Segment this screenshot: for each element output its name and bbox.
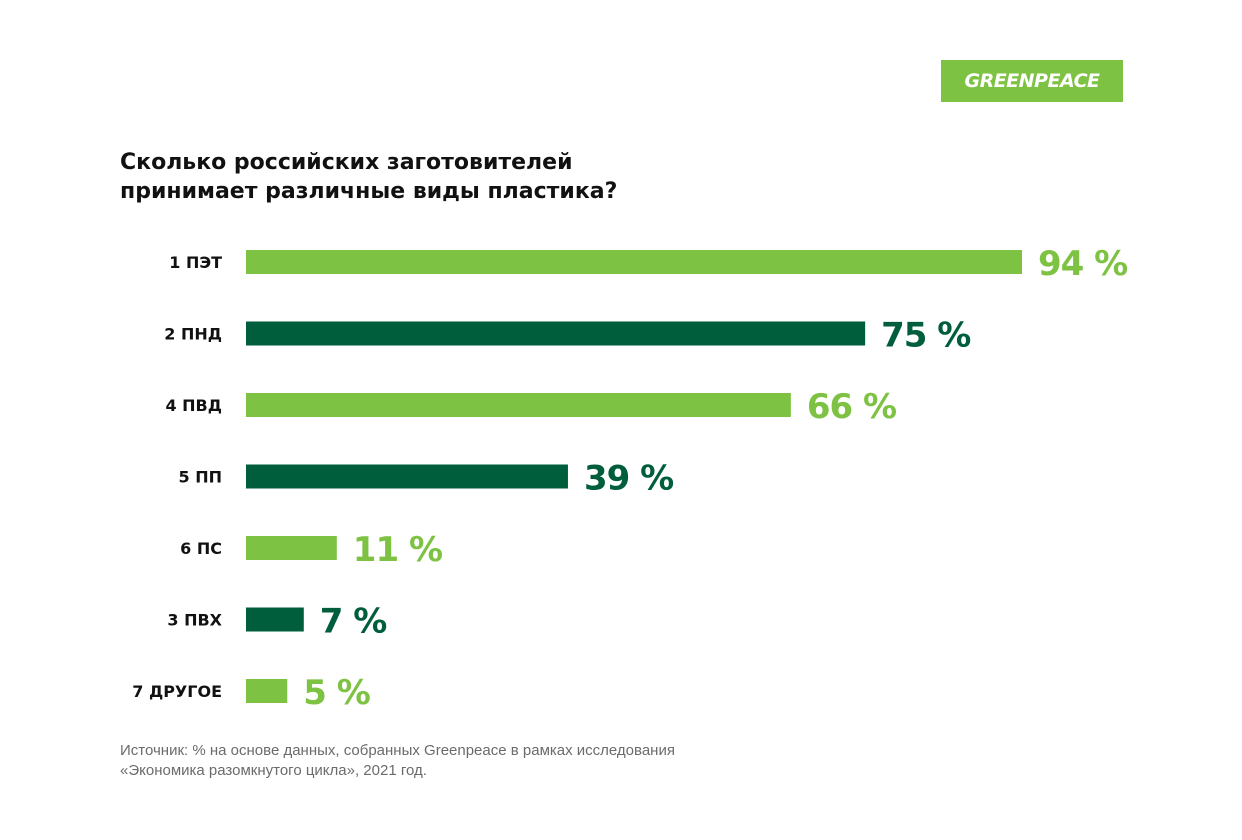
bar	[246, 607, 304, 632]
category-label: 7 ДРУГОЕ	[132, 682, 222, 701]
category-label: 5 ПП	[179, 468, 222, 487]
value-label: 7 %	[320, 602, 387, 642]
category-label: 1 ПЭТ	[169, 253, 222, 272]
bar	[246, 393, 791, 417]
bar-chart: 1 ПЭТ 94 % 2 ПНД 75 % 4 ПВД 66 % 5 ПП 39 % 6 ПС 1…	[132, 244, 1128, 713]
logo-text: GREENPEACE	[964, 70, 1100, 92]
source-note: Источник: % на основе данных, собранных …	[120, 741, 675, 781]
source-line-2: «Экономика разомкнутого цикла», 2021 год…	[120, 762, 427, 779]
value-label: 75 %	[881, 316, 970, 356]
chart-title-line-2: принимает различные виды пластика?	[120, 179, 618, 204]
category-label: 3 ПВХ	[167, 611, 222, 630]
category-label: 4 ПВД	[165, 396, 222, 415]
value-label: 66 %	[807, 387, 896, 427]
value-label: 94 %	[1038, 244, 1127, 284]
source-line-1: Источник: % на основе данных, собранных …	[120, 742, 675, 759]
bar	[246, 679, 288, 703]
chart-title: Сколько российских заготовителей принима…	[120, 148, 820, 206]
value-label: 11 %	[353, 530, 442, 570]
greenpeace-logo: GREENPEACE	[941, 60, 1123, 102]
category-label: 6 ПС	[180, 539, 222, 558]
value-label: 39 %	[584, 459, 673, 499]
bar	[246, 536, 337, 560]
bar	[246, 464, 568, 489]
chart-title-line-1: Сколько российских заготовителей	[120, 150, 573, 175]
value-label: 5 %	[303, 673, 370, 713]
bar	[246, 321, 866, 346]
bar	[246, 250, 1022, 274]
category-label: 2 ПНД	[164, 325, 222, 344]
